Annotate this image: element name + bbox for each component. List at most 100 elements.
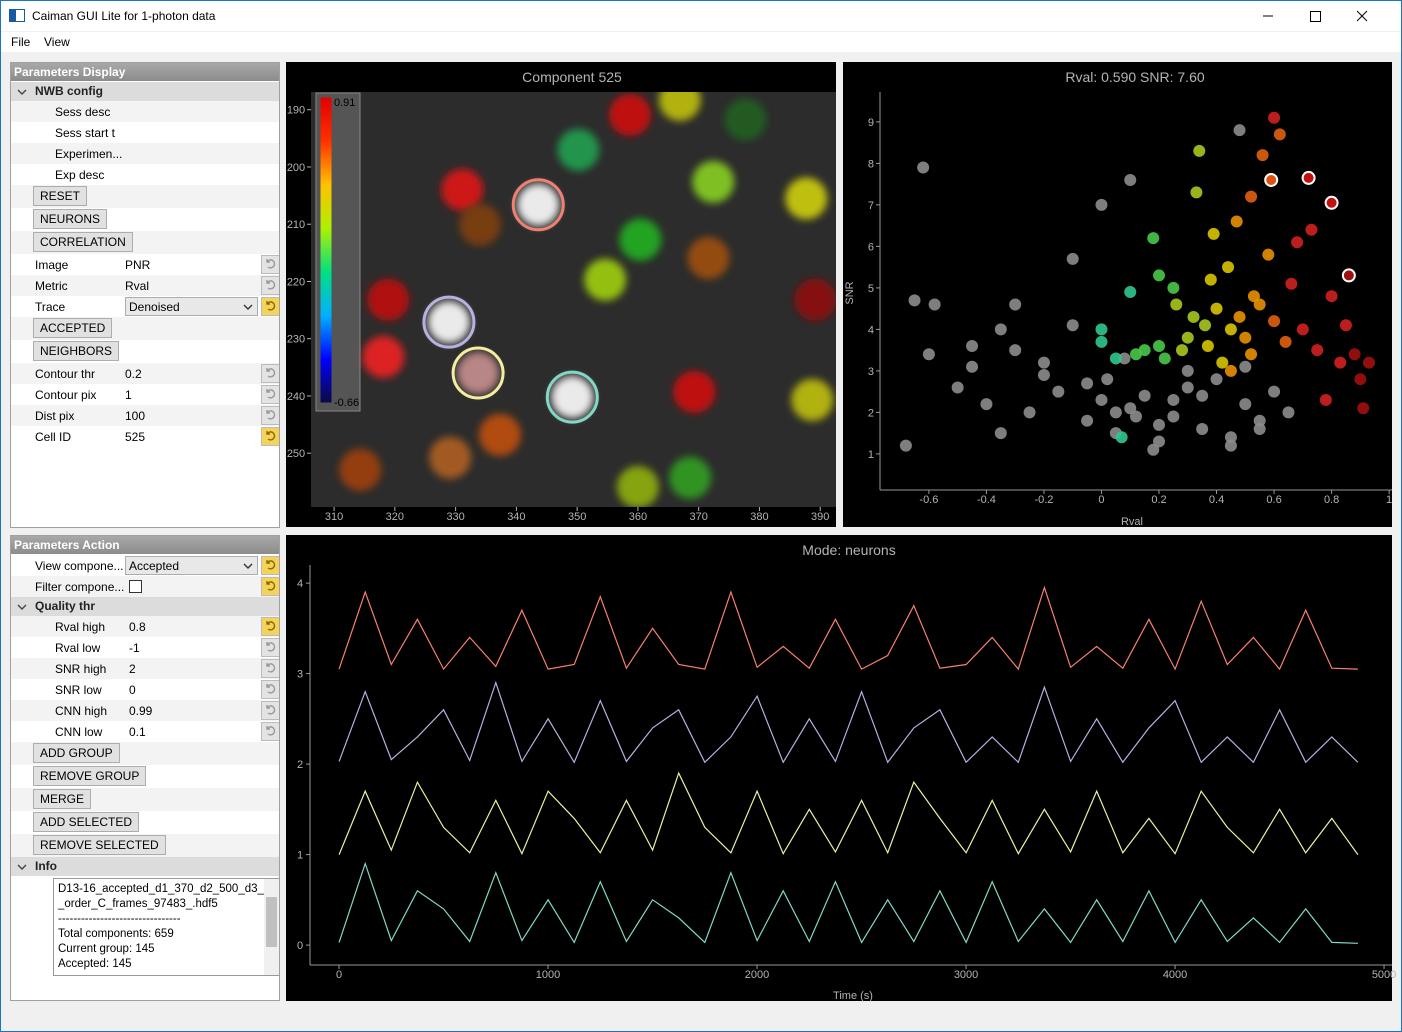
scatter-point <box>917 161 930 174</box>
field-value[interactable]: 100 <box>125 409 146 423</box>
reset-button[interactable] <box>261 577 279 596</box>
reset-icon <box>266 642 276 652</box>
checkbox[interactable] <box>129 580 142 593</box>
field-row: Rval high 0.8 <box>11 616 279 637</box>
reset-button[interactable] <box>261 701 279 720</box>
button[interactable]: CORRELATION <box>33 232 133 252</box>
scatter-point <box>1256 149 1269 162</box>
x-tick-label: 330 <box>446 511 464 523</box>
info-line: -------------------------------- <box>58 913 181 925</box>
y-tick-label: 8 <box>868 158 874 170</box>
window-title: Caiman GUI Lite for 1-photon data <box>32 9 216 23</box>
reset-button[interactable] <box>261 297 279 316</box>
scatter-point <box>1196 389 1209 402</box>
reset-button[interactable] <box>261 276 279 295</box>
field-row: Sess desc <box>11 101 279 122</box>
reset-button[interactable] <box>261 556 279 575</box>
reset-icon <box>266 621 276 631</box>
scatter-point <box>908 294 921 307</box>
scatter-point <box>1101 373 1114 386</box>
field-value[interactable]: Rval <box>125 279 150 293</box>
cell <box>362 336 405 379</box>
scatter-point <box>922 348 935 361</box>
scatter-point <box>1273 128 1286 141</box>
scatter-panel <box>843 62 1392 527</box>
y-tick-label: 210 <box>287 219 305 231</box>
field-value[interactable]: PNR <box>125 258 151 272</box>
scatter-point <box>1167 281 1180 294</box>
scatter-point <box>1224 439 1237 452</box>
button[interactable]: ACCEPTED <box>33 318 113 338</box>
field-value[interactable]: 0.2 <box>125 367 142 381</box>
panel-header: Parameters Action <box>11 536 279 554</box>
window-controls[interactable] <box>1251 1 1401 31</box>
reset-button[interactable] <box>261 385 279 404</box>
reset-icon <box>266 705 276 715</box>
image-title: Component 525 <box>522 69 622 85</box>
y-tick-label: 250 <box>287 448 305 460</box>
reset-button[interactable] <box>261 406 279 425</box>
reset-button[interactable] <box>261 255 279 274</box>
selected-point <box>1301 170 1316 185</box>
field-value[interactable]: 525 <box>125 430 146 444</box>
info-box[interactable]: D13-16_accepted_d1_370_d2_500_d3_1 _order… <box>53 878 279 976</box>
scatter-point <box>1253 414 1266 427</box>
button[interactable]: RESET <box>33 186 88 206</box>
button[interactable]: ADD GROUP <box>33 743 120 763</box>
button[interactable]: NEIGHBORS <box>33 341 120 361</box>
y-tick-label: 4 <box>297 578 303 590</box>
scatter-point <box>1095 393 1108 406</box>
scatter-point <box>1066 319 1079 332</box>
scatter-point <box>994 323 1007 336</box>
field-value[interactable]: 0 <box>129 683 136 697</box>
field-value[interactable]: 0.8 <box>129 620 146 634</box>
scatter-point <box>1279 335 1292 348</box>
button[interactable]: NEURONS <box>33 209 108 229</box>
menu-item[interactable]: File <box>11 35 31 49</box>
title-bar: Caiman GUI Lite for 1-photon data <box>1 1 1401 31</box>
reset-button[interactable] <box>261 638 279 657</box>
button[interactable]: REMOVE GROUP <box>33 766 147 786</box>
cell <box>658 92 701 122</box>
field-row: Exp desc <box>11 164 279 185</box>
y-tick-label: 9 <box>868 117 874 129</box>
button[interactable]: MERGE <box>33 789 92 809</box>
scatter-point <box>1305 223 1318 236</box>
field-value[interactable]: 1 <box>125 388 132 402</box>
field-label: Rval low <box>55 641 101 655</box>
field-value[interactable]: 0.99 <box>129 704 153 718</box>
scatter-point <box>1181 331 1194 344</box>
reset-button[interactable] <box>261 364 279 383</box>
field-row: Trace Denoised <box>11 296 279 317</box>
field-value[interactable]: 2 <box>129 662 136 676</box>
field-value[interactable]: 0.1 <box>129 725 146 739</box>
trace-panel <box>286 535 1392 1001</box>
y-tick-label: 200 <box>287 162 305 174</box>
scatter-point <box>1239 360 1252 373</box>
reset-button[interactable] <box>261 722 279 741</box>
button[interactable]: ADD SELECTED <box>33 812 140 832</box>
colorbar <box>319 96 333 404</box>
scatter-point <box>1239 398 1252 411</box>
field-value[interactable]: -1 <box>129 641 140 655</box>
reset-button[interactable] <box>261 680 279 699</box>
button-row: MERGE <box>11 788 279 811</box>
field-label: Cell ID <box>35 430 72 444</box>
menu-item[interactable]: View <box>44 35 70 49</box>
button-row: CORRELATION <box>11 231 279 254</box>
reset-button[interactable] <box>261 659 279 678</box>
scatter-point <box>1081 414 1094 427</box>
field-label: Sess desc <box>55 105 111 119</box>
scatter-point <box>1023 406 1036 419</box>
button-row: ACCEPTED <box>11 317 279 340</box>
reset-button[interactable] <box>261 427 279 446</box>
scatter-point <box>1009 298 1022 311</box>
scatter-point <box>1319 393 1332 406</box>
expand-arrow <box>17 604 27 610</box>
reset-button[interactable] <box>261 617 279 636</box>
group-row: Info <box>11 857 279 876</box>
dropdown[interactable]: Denoised <box>125 297 258 316</box>
scatter-point <box>1339 319 1352 332</box>
button[interactable]: REMOVE SELECTED <box>33 835 166 855</box>
dropdown[interactable]: Accepted <box>125 556 258 575</box>
